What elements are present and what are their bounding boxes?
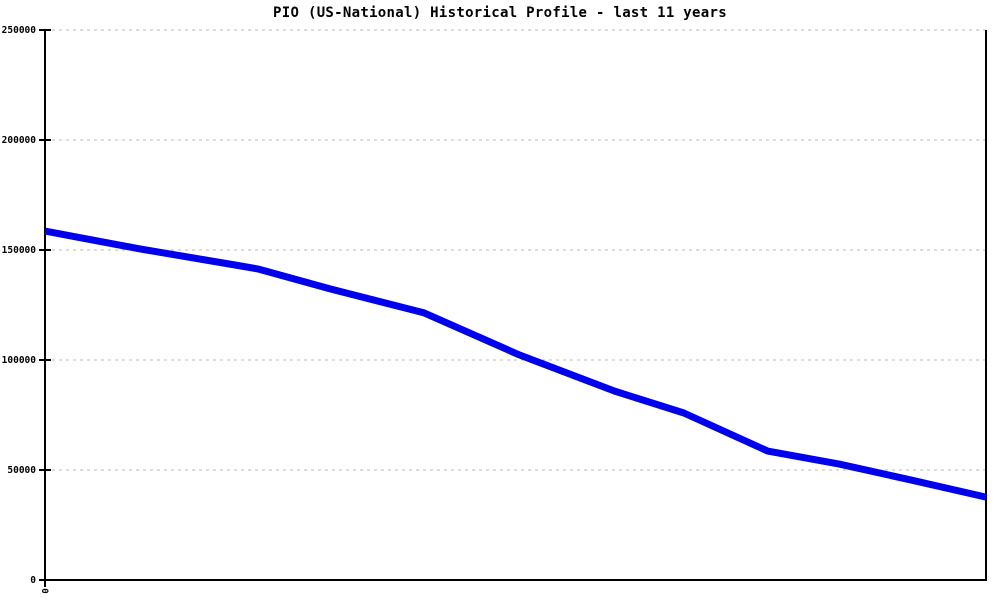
y-tick-label: 0 [30,575,36,586]
x-tick-label: 0 [39,588,49,593]
y-tick-label: 250000 [2,25,37,36]
y-tick-label: 200000 [2,135,37,146]
series-line [44,227,987,501]
chart-title: PIO (US-National) Historical Profile - l… [273,5,727,21]
y-tick-label: 50000 [7,465,36,476]
y-tick-label: 150000 [2,245,37,256]
y-tick-label: 100000 [2,355,37,366]
